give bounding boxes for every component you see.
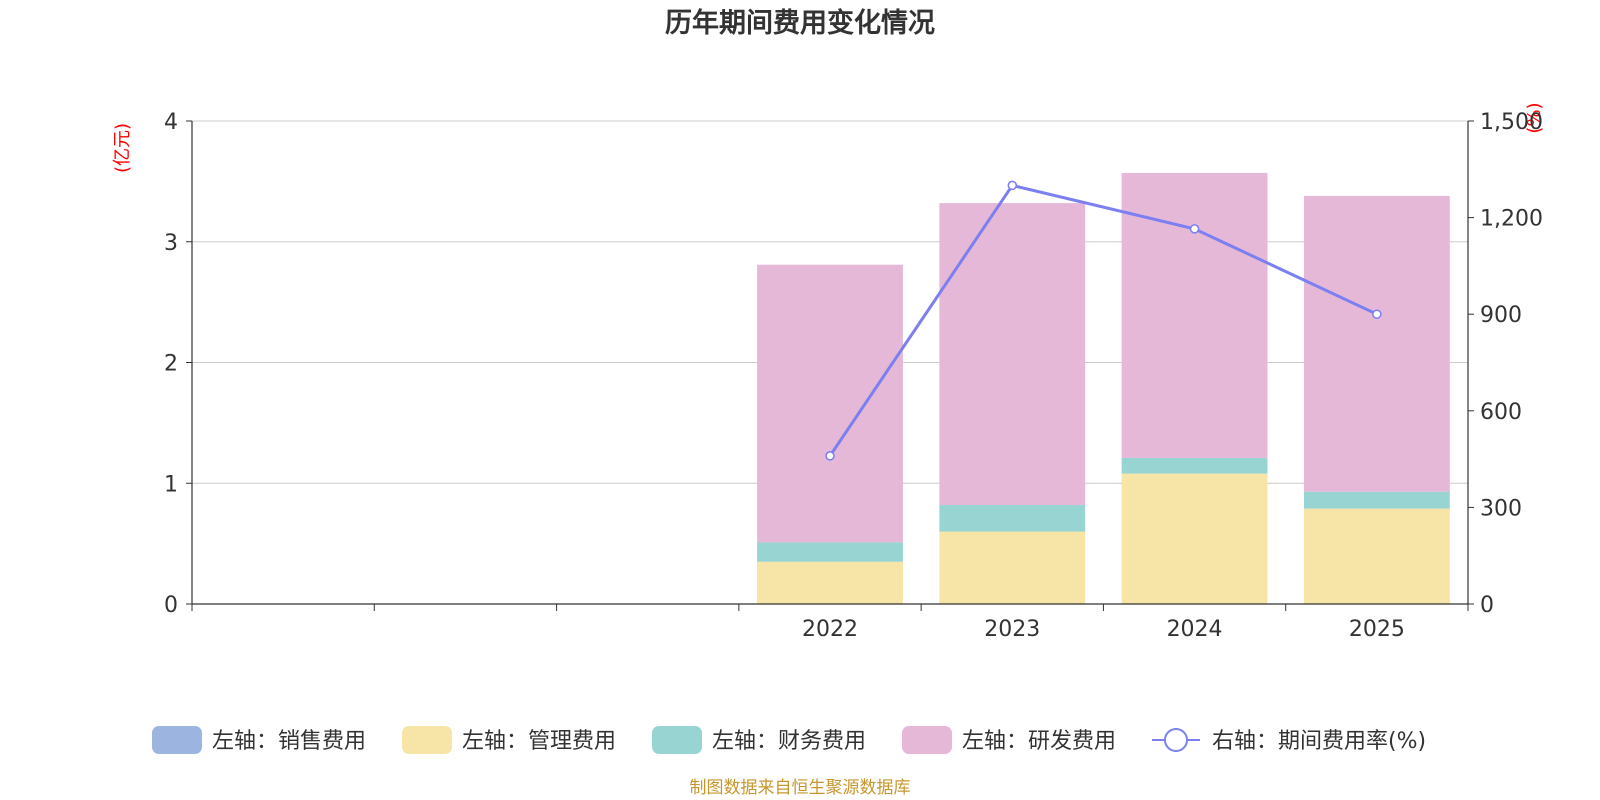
right-tick-label: 0 xyxy=(1480,593,1494,618)
left-axis-unit: (亿元) xyxy=(112,123,133,173)
rate-point xyxy=(1372,309,1382,319)
axes: 0 1 2 3 4 0 300 600 900 1,200 1,500 2022 2023 2024 202… xyxy=(164,110,1543,642)
rate-line xyxy=(828,183,1378,457)
right-tick-label: 600 xyxy=(1480,400,1522,425)
bar-admin xyxy=(939,531,1086,604)
rate-point xyxy=(1007,180,1018,191)
source-note: 制图数据来自恒生聚源数据库 xyxy=(690,778,911,798)
legend-label: 左轴：财务费用 xyxy=(712,729,866,754)
left-tick-label: 0 xyxy=(164,593,178,618)
left-tick-label: 2 xyxy=(164,352,178,377)
bar-rd xyxy=(757,264,903,543)
bar-admin xyxy=(1303,508,1450,604)
right-tick-label: 900 xyxy=(1480,303,1522,328)
left-tick-label: 1 xyxy=(164,472,178,497)
bar-finance xyxy=(939,504,1086,532)
x-tick-label: 2025 xyxy=(1349,617,1405,642)
rate-line-group xyxy=(825,180,1382,461)
legend: 左轴：销售费用 左轴：管理费用 左轴：财务费用 左轴：研发费用 右轴：期间费用率(%) xyxy=(152,726,1426,754)
bar-finance xyxy=(1303,491,1450,509)
rate-point xyxy=(825,451,835,461)
right-tick-label: 1,200 xyxy=(1480,207,1543,232)
chart-title: 历年期间费用变化情况 xyxy=(665,7,935,39)
legend-swatch-sales xyxy=(152,726,202,754)
bar-admin xyxy=(1121,473,1268,604)
legend-swatch-admin xyxy=(402,726,452,754)
left-tick-label: 3 xyxy=(164,231,178,256)
legend-label: 左轴：管理费用 xyxy=(462,729,616,754)
bar-admin xyxy=(757,561,903,604)
legend-circle-icon xyxy=(1164,728,1188,752)
bar-finance xyxy=(1121,457,1268,474)
legend-swatch-rd xyxy=(902,726,952,754)
right-tick-label: 1,500 xyxy=(1480,110,1543,135)
legend-label: 左轴：销售费用 xyxy=(212,729,366,754)
right-tick-label: 300 xyxy=(1480,496,1522,521)
x-tick-label: 2023 xyxy=(984,617,1040,642)
legend-label: 右轴：期间费用率(%) xyxy=(1212,729,1426,754)
bars-group xyxy=(757,172,1450,604)
left-tick-label: 4 xyxy=(164,110,178,135)
bar-rd xyxy=(1303,195,1450,492)
bar-rd xyxy=(939,203,1086,505)
rate-point xyxy=(1189,224,1200,234)
bar-finance xyxy=(757,542,903,562)
right-axis-unit: (%) xyxy=(1524,102,1545,133)
x-tick-label: 2022 xyxy=(802,617,858,642)
x-tick-label: 2024 xyxy=(1167,617,1223,642)
bar-rd xyxy=(1121,172,1268,458)
legend-label: 左轴：研发费用 xyxy=(962,729,1116,754)
legend-swatch-finance xyxy=(652,726,702,754)
